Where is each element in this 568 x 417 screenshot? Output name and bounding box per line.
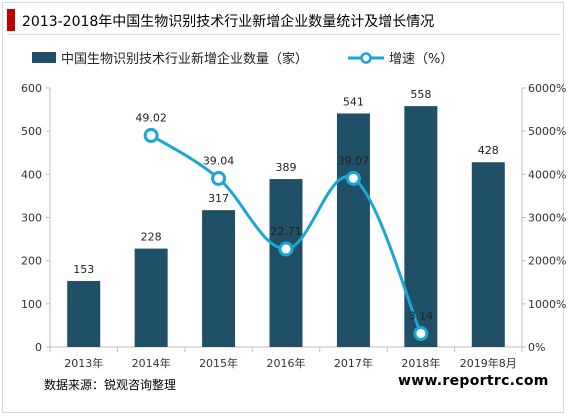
- y-left-tick-label: 0: [35, 341, 42, 354]
- growth-value-label: 39.04: [203, 154, 235, 167]
- growth-line: [150, 134, 423, 335]
- title-accent-bar: [7, 9, 15, 31]
- growth-point: [211, 170, 227, 186]
- y-left-tick-label: 500: [21, 125, 42, 138]
- x-tick-label: 2015年: [199, 356, 238, 370]
- bar-value-label: 317: [208, 192, 229, 205]
- x-tick-label: 2017年: [334, 356, 373, 370]
- bar-value-label: 228: [141, 231, 162, 244]
- title-divider: [7, 34, 561, 35]
- growth-point: [345, 170, 361, 186]
- x-tick-label: 2013年: [64, 356, 103, 370]
- y-left-tick-label: 300: [21, 212, 42, 225]
- x-tick-label: 2016年: [267, 356, 306, 370]
- growth-point: [413, 325, 429, 341]
- legend-bar-swatch: [32, 52, 56, 63]
- y-left-tick-label: 400: [21, 168, 42, 181]
- y-right-tick-label: 2000%: [528, 255, 566, 268]
- growth-value-label: 3.14: [409, 309, 434, 322]
- legend-line-label: 增速（%）: [389, 52, 454, 67]
- chart-frame: [2, 2, 564, 413]
- growth-point: [143, 127, 159, 143]
- bar-value-label: 389: [276, 161, 297, 174]
- y-right-tick-label: 1000%: [528, 298, 566, 311]
- legend-item-bar: 中国生物识别技术行业新增企业数量（家）: [32, 48, 308, 67]
- y-right-tick-label: 3000%: [528, 212, 566, 225]
- growth-value-label: 49.02: [135, 111, 167, 124]
- bar-value-label: 558: [410, 88, 431, 101]
- growth-point: [278, 241, 294, 257]
- x-tick-label: 2014年: [132, 356, 171, 370]
- x-tick-label: 2019年8月: [460, 356, 517, 370]
- growth-value-label: 22.71: [270, 225, 302, 238]
- bar: [471, 162, 505, 347]
- bar: [269, 179, 303, 347]
- bar: [202, 210, 236, 347]
- legend-bar-label: 中国生物识别技术行业新增企业数量（家）: [61, 52, 309, 67]
- data-source: 数据来源：锐观咨询整理: [44, 378, 177, 392]
- bar: [134, 248, 168, 347]
- y-left-tick-label: 100: [21, 298, 42, 311]
- y-right-tick-label: 5000%: [528, 125, 566, 138]
- legend-line-swatch: [348, 51, 384, 64]
- website-label: www.reportrc.com: [398, 373, 549, 389]
- y-left-tick-label: 200: [21, 255, 42, 268]
- chart-title: 2013-2018年中国生物识别技术行业新增企业数量统计及增长情况: [22, 14, 435, 30]
- bar-value-label: 541: [343, 95, 364, 108]
- y-right-tick-label: 6000%: [528, 82, 566, 95]
- x-tick-label: 2018年: [401, 356, 440, 370]
- growth-value-label: 39.07: [338, 154, 370, 167]
- bar: [336, 113, 370, 348]
- bar-value-label: 153: [73, 263, 94, 276]
- bar: [67, 280, 101, 347]
- legend-item-line: 增速（%）: [348, 48, 453, 67]
- y-right-tick-label: 4000%: [528, 168, 566, 181]
- y-left-tick-label: 600: [21, 82, 42, 95]
- y-right-tick-label: 0%: [528, 341, 545, 354]
- bar-value-label: 428: [478, 144, 499, 157]
